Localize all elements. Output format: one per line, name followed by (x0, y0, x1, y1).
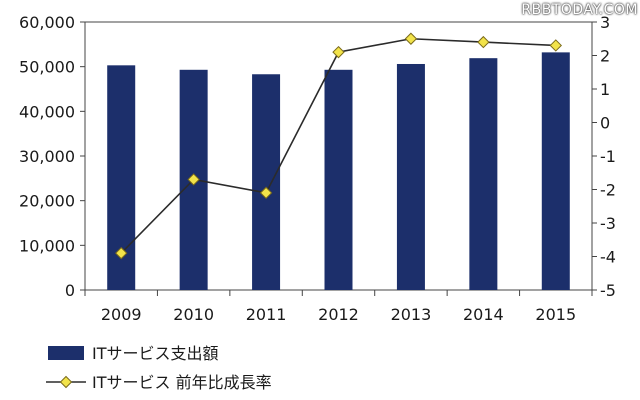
x-axis: 2009 2010 2011 2012 2013 2014 2015 (84, 290, 593, 324)
right-tick-label: 0 (600, 114, 610, 133)
point (259, 186, 273, 200)
point (332, 45, 345, 59)
left-tick-label: 20,000 (19, 192, 75, 211)
bar-series (107, 52, 570, 291)
x-tick-label: 2012 (318, 305, 359, 324)
right-tick-label: 3 (600, 13, 610, 32)
point (115, 246, 128, 260)
point (549, 39, 562, 52)
bar (396, 63, 425, 291)
x-tick-label: 2010 (173, 305, 214, 324)
point (404, 32, 418, 45)
left-tick-label: 60,000 (19, 13, 75, 32)
right-tick-label: -2 (600, 181, 616, 200)
x-tick-label: 2014 (463, 305, 504, 324)
bar (324, 69, 353, 290)
bar (469, 58, 498, 291)
point (477, 35, 490, 49)
bar (541, 52, 570, 290)
x-tick-label: 2009 (101, 305, 142, 324)
left-tick-label: 0 (65, 281, 75, 300)
x-tick-label: 2015 (535, 305, 576, 324)
line-series (115, 32, 562, 260)
right-tick-label: -1 (600, 147, 616, 166)
right-tick-label: 1 (600, 80, 610, 99)
left-tick-label: 40,000 (19, 102, 75, 121)
left-tick-label: 30,000 (19, 147, 75, 166)
x-tick-label: 2013 (391, 305, 432, 324)
right-tick-label: -5 (600, 281, 616, 300)
legend-label: ITサービス支出額 (92, 344, 219, 363)
left-tick-label: 10,000 (19, 236, 75, 255)
right-axis: -5 -4 -3 -2 -1 0 1 2 3 (592, 13, 616, 300)
point (187, 173, 200, 186)
left-tick-label: 50,000 (19, 58, 75, 77)
legend-marker-swatch (59, 375, 73, 389)
legend-label: ITサービス 前年比成長率 (92, 373, 272, 392)
right-tick-label: -4 (600, 248, 616, 267)
left-axis: 0 10,000 20,000 30,000 40,000 50,000 60,000 (19, 13, 85, 300)
legend-bar-swatch (48, 346, 84, 360)
right-tick-label: -3 (600, 214, 616, 233)
right-tick-label: 2 (600, 47, 610, 66)
x-tick-label: 2011 (246, 305, 287, 324)
watermark: RBBTODAY.COM (521, 2, 638, 18)
legend: ITサービス支出額 ITサービス 前年比成長率 (46, 344, 272, 392)
bar (252, 74, 281, 290)
